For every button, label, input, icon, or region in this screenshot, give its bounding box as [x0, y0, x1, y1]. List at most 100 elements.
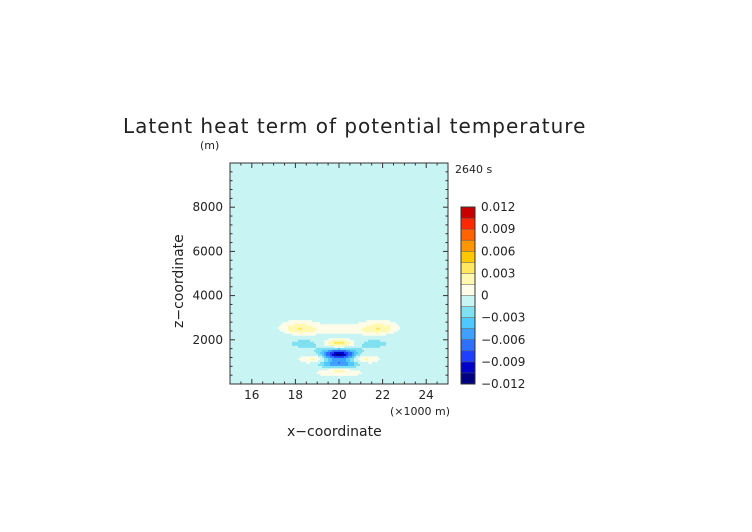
heatmap-cell [246, 265, 249, 268]
heatmap-cell [250, 317, 253, 321]
heatmap-cell [236, 213, 239, 216]
heatmap-cell [232, 207, 235, 210]
heatmap-cell [240, 299, 243, 303]
heatmap-cell [254, 231, 257, 234]
heatmap-cell [254, 187, 257, 190]
heatmap-cell [236, 369, 239, 373]
heatmap-cell [240, 197, 243, 200]
heatmap-cell [248, 223, 251, 226]
heatmap-cell [252, 369, 255, 373]
heatmap-cell [250, 181, 253, 184]
heatmap-cell [252, 201, 255, 204]
heatmap-cell [232, 359, 235, 363]
heatmap-cell [238, 241, 241, 244]
heatmap-cell [250, 381, 253, 385]
heatmap-cell [252, 353, 255, 357]
heatmap-cell [242, 165, 245, 168]
heatmap-cell [234, 347, 237, 351]
heatmap-cell [252, 173, 255, 176]
heatmap-cell [234, 231, 237, 234]
heatmap-cell [230, 263, 233, 266]
heatmap-cell [236, 291, 239, 294]
heatmap-cell [246, 361, 249, 365]
heatmap-cell [256, 255, 259, 258]
heatmap-cell [248, 189, 251, 192]
heatmap-cell [236, 169, 239, 172]
heatmap-cell [256, 245, 259, 248]
heatmap-cell [238, 289, 241, 292]
heatmap-cell [248, 235, 251, 238]
heatmap-cell [248, 281, 251, 284]
heatmap-cell [256, 231, 259, 234]
heatmap-cell [250, 279, 253, 282]
heatmap-cell [254, 363, 257, 367]
heatmap-cell [230, 333, 233, 337]
heatmap-cell [246, 179, 249, 182]
heatmap-cell [256, 175, 259, 178]
heatmap-cell [230, 369, 233, 373]
heatmap-cell [238, 341, 241, 345]
heatmap-cell [242, 331, 245, 335]
heatmap-cell [254, 357, 257, 361]
heatmap-cell [242, 369, 245, 373]
heatmap-cell [232, 251, 235, 254]
heatmap-cell [242, 241, 245, 244]
heatmap-cell [254, 247, 257, 250]
heatmap-cell [238, 371, 241, 375]
heatmap-cell [242, 341, 245, 345]
heatmap-cell [232, 199, 235, 202]
heatmap-cell [238, 181, 241, 184]
heatmap-cell [234, 275, 237, 278]
heatmap-cell [252, 359, 255, 363]
heatmap-cell [234, 191, 237, 194]
heatmap-cell [254, 251, 257, 254]
heatmap-cell [248, 279, 251, 282]
heatmap-cell [240, 369, 243, 373]
heatmap-cell [230, 317, 233, 321]
heatmap-cell [244, 351, 247, 355]
heatmap-cell [238, 365, 241, 369]
heatmap-cell [252, 285, 255, 288]
heatmap-cell [248, 165, 251, 168]
heatmap-cell [244, 203, 247, 206]
heatmap-cell [242, 235, 245, 238]
heatmap-cell [232, 277, 235, 280]
heatmap-cell [238, 251, 241, 254]
heatmap-cell [234, 173, 237, 176]
heatmap-cell [252, 349, 255, 353]
heatmap-cell [238, 183, 241, 186]
heatmap-cell [232, 309, 235, 313]
heatmap-cell [242, 173, 245, 176]
heatmap-cell [246, 235, 249, 238]
heatmap-cell [232, 339, 235, 343]
heatmap-cell [246, 323, 249, 327]
heatmap-cell [234, 165, 237, 168]
heatmap-cell [248, 173, 251, 176]
heatmap-cell [244, 241, 247, 244]
heatmap-cell [238, 285, 241, 288]
heatmap-cell [244, 315, 247, 319]
heatmap-cell [246, 371, 249, 375]
heatmap-cell [230, 203, 233, 206]
heatmap-cell [244, 325, 247, 329]
heatmap-cell [252, 181, 255, 184]
heatmap-cell [234, 201, 237, 204]
heatmap-cell [248, 167, 251, 170]
heatmap-cell [252, 313, 255, 317]
heatmap-cell [236, 329, 239, 333]
heatmap-cell [244, 247, 247, 250]
heatmap-cell [240, 235, 243, 238]
heatmap-cell [252, 267, 255, 270]
heatmap-cell [242, 177, 245, 180]
heatmap-cell [230, 305, 233, 309]
heatmap-cell [244, 255, 247, 258]
heatmap-cell [246, 339, 249, 343]
heatmap-cell [230, 211, 233, 214]
heatmap-cell [246, 203, 249, 206]
heatmap-cell [240, 253, 243, 256]
heatmap-cell [230, 163, 233, 166]
heatmap-cell [242, 355, 245, 359]
heatmap-cell [240, 337, 243, 341]
heatmap-cell [244, 245, 247, 248]
heatmap-cell [234, 327, 237, 331]
